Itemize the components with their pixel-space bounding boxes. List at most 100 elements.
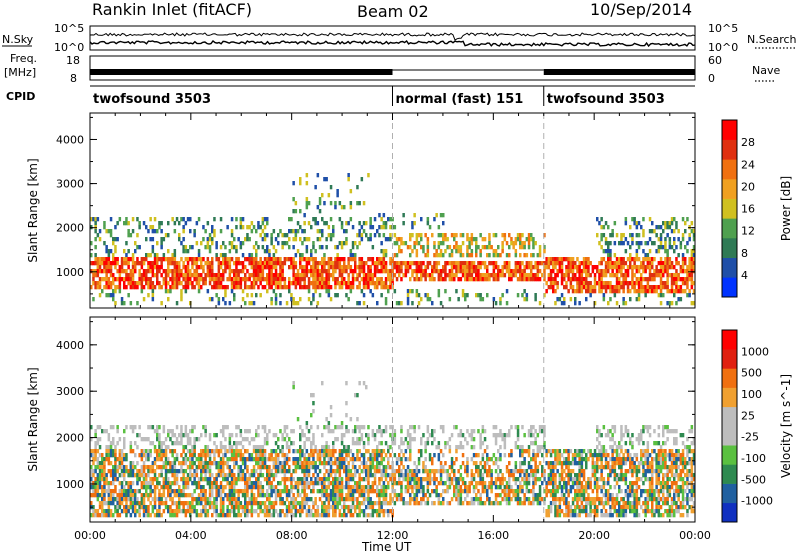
heatmap-cell	[345, 285, 348, 290]
heatmap-cell	[107, 509, 111, 514]
heatmap-cell	[182, 445, 185, 450]
heatmap-cell	[380, 441, 383, 446]
heatmap-cell	[323, 501, 326, 506]
heatmap-cell	[96, 481, 100, 486]
heatmap-cell	[433, 217, 436, 222]
heatmap-cell	[477, 265, 480, 270]
heatmap-cell	[274, 497, 278, 502]
heatmap-cell	[466, 261, 469, 266]
heatmap-cell	[640, 265, 643, 270]
heatmap-cell	[409, 453, 412, 458]
heatmap-cell	[455, 273, 458, 278]
heatmap-cell	[600, 277, 603, 282]
heatmap-cell	[310, 489, 313, 494]
heatmap-cell	[626, 269, 630, 274]
heatmap-cell	[160, 241, 163, 246]
heatmap-cell	[107, 469, 111, 474]
heatmap-cell	[206, 469, 210, 474]
heatmap-cell	[332, 461, 335, 466]
heatmap-cell	[103, 265, 106, 270]
heatmap-cell	[158, 433, 161, 438]
heatmap-cell	[215, 241, 218, 246]
heatmap-cell	[426, 489, 430, 494]
heatmap-cell	[230, 453, 234, 458]
heatmap-cell	[272, 473, 276, 478]
heatmap-cell	[415, 293, 419, 298]
heatmap-cell	[182, 265, 185, 270]
heatmap-cell	[125, 457, 128, 462]
heatmap-cell	[686, 269, 689, 274]
heatmap-cell	[604, 281, 608, 286]
heatmap-cell	[103, 461, 106, 466]
heatmap-cell	[380, 285, 383, 290]
heatmap-cell	[202, 237, 205, 242]
heatmap-cell	[228, 265, 232, 270]
heatmap-cell	[186, 433, 190, 438]
heatmap-cell	[292, 485, 295, 490]
heatmap-cell	[248, 473, 251, 478]
heatmap-cell	[191, 265, 194, 270]
heatmap-cell	[206, 445, 210, 450]
heatmap-cell	[618, 257, 621, 262]
heatmap-cell	[103, 501, 106, 506]
heatmap-cell	[292, 181, 295, 186]
heatmap-cell	[114, 237, 117, 242]
heatmap-cell	[446, 273, 449, 278]
heatmap-cell	[479, 501, 482, 506]
heatmap-cell	[391, 461, 394, 466]
heatmap-cell	[578, 261, 581, 266]
heatmap-cell	[580, 289, 584, 294]
heatmap-cell	[516, 293, 520, 298]
heatmap-cell	[288, 257, 291, 262]
heatmap-cell	[455, 449, 458, 454]
heatmap-cell	[560, 293, 564, 298]
heatmap-cell	[534, 241, 537, 246]
heatmap-cell	[325, 261, 328, 266]
heatmap-cell	[384, 301, 388, 306]
heatmap-cell	[620, 237, 623, 242]
heatmap-cell	[406, 293, 410, 298]
heatmap-cell	[365, 385, 368, 390]
heatmap-cell	[255, 501, 258, 506]
heatmap-cell	[94, 261, 97, 266]
heatmap-cell	[475, 245, 478, 250]
heatmap-cell	[250, 485, 254, 490]
heatmap-cell	[310, 509, 313, 514]
heatmap-cell	[299, 281, 302, 286]
heatmap-cell	[510, 237, 513, 242]
heatmap-cell	[679, 289, 683, 294]
heatmap-cell	[237, 285, 240, 290]
heatmap-cell	[239, 269, 243, 274]
heatmap-cell	[123, 441, 126, 446]
heatmap-cell	[101, 261, 104, 266]
heatmap-cell	[98, 257, 102, 262]
heatmap-cell	[255, 265, 258, 270]
heatmap-cell	[336, 501, 339, 506]
heatmap-cell	[323, 269, 326, 274]
heatmap-cell	[662, 273, 665, 278]
heatmap-cell	[444, 481, 447, 486]
heatmap-cell	[316, 173, 320, 178]
heatmap-cell	[226, 285, 229, 290]
heatmap-cell	[224, 477, 227, 482]
heatmap-cell	[255, 429, 258, 434]
heatmap-cell	[323, 257, 326, 262]
heatmap-cell	[356, 489, 359, 494]
heatmap-cell	[327, 453, 331, 458]
heatmap-cell	[466, 237, 469, 242]
heatmap-cell	[101, 477, 104, 482]
heatmap-cell	[613, 289, 617, 294]
heatmap-cell	[327, 273, 331, 278]
heatmap-cell	[655, 269, 658, 274]
heatmap-cell	[472, 277, 476, 282]
heatmap-cell	[483, 277, 487, 282]
heatmap-cell	[321, 217, 324, 222]
heatmap-cell	[349, 513, 353, 518]
heatmap-cell	[323, 465, 326, 470]
heatmap-cell	[464, 265, 467, 270]
heatmap-cell	[283, 489, 287, 494]
heatmap-cell	[415, 497, 419, 502]
heatmap-cell	[138, 261, 141, 266]
heatmap-cell	[160, 513, 163, 518]
heatmap-cell	[204, 493, 207, 498]
